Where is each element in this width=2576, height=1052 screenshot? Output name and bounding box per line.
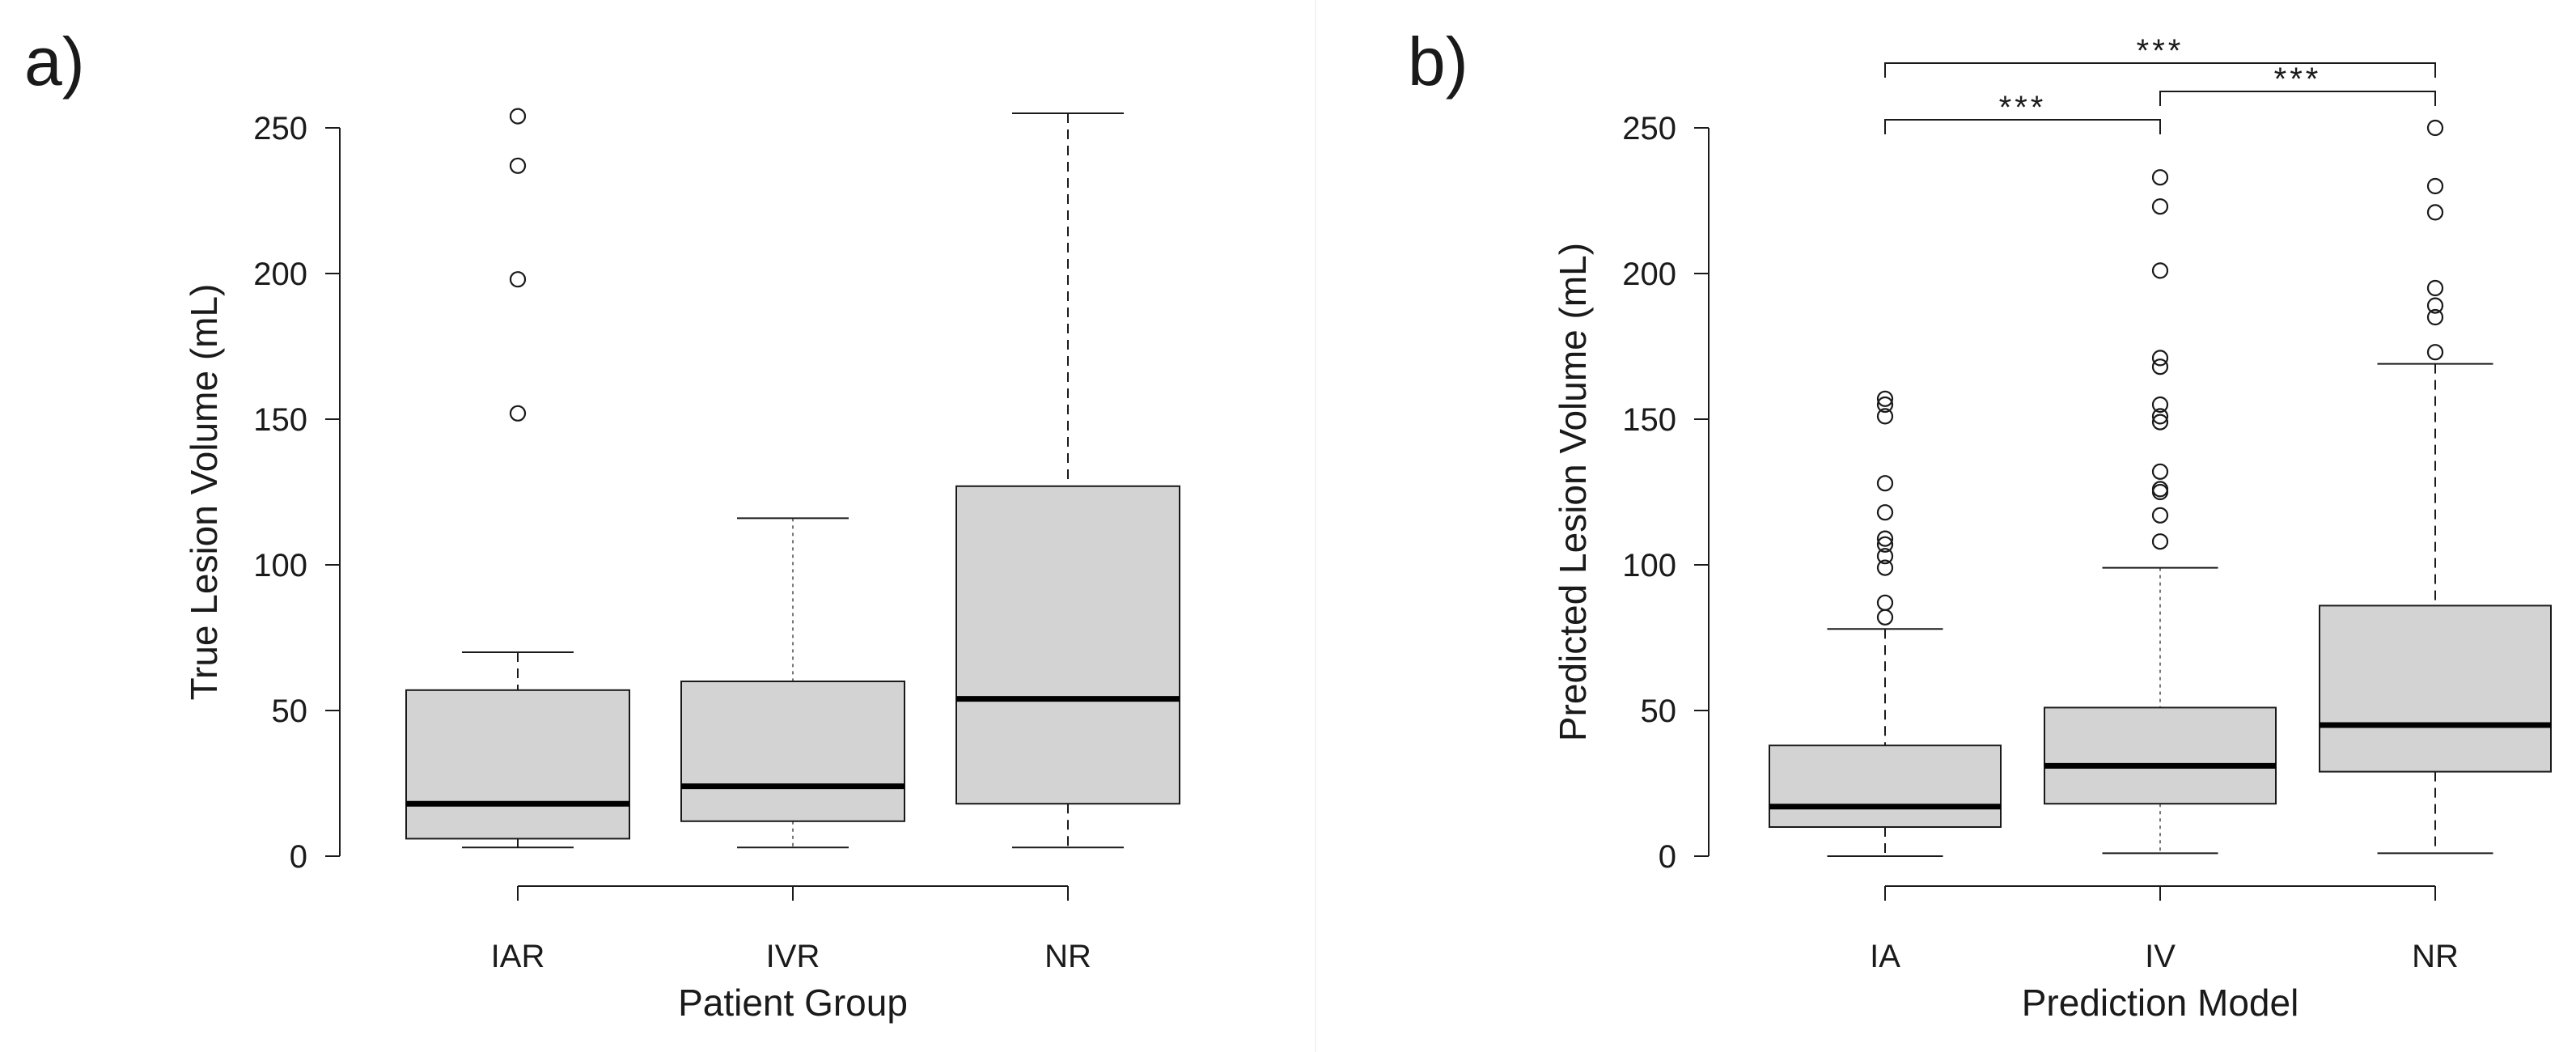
outlier-point xyxy=(509,271,527,288)
significance-label: *** xyxy=(2137,33,2184,69)
y-tick-label: 50 xyxy=(1641,694,1677,729)
y-axis-title: True Lesion Volume (mL) xyxy=(183,284,225,701)
outlier-point xyxy=(2426,308,2444,326)
y-tick-label: 150 xyxy=(1622,402,1676,438)
x-axis-title: Prediction Model xyxy=(2022,982,2299,1024)
outlier-point xyxy=(1876,475,1894,492)
y-tick-label: 200 xyxy=(1622,257,1676,292)
outlier-point xyxy=(1876,559,1894,576)
panel-label: a) xyxy=(24,23,85,100)
y-tick-label: 200 xyxy=(253,257,307,292)
outlier-point xyxy=(2426,119,2444,137)
significance-label: *** xyxy=(2274,62,2322,97)
y-tick-label: 250 xyxy=(253,111,307,146)
outlier-point xyxy=(2151,169,2169,186)
y-tick-label: 150 xyxy=(253,402,307,438)
significance-bracket xyxy=(1884,62,2436,78)
box-iqr xyxy=(405,689,630,840)
outlier-point xyxy=(2426,204,2444,221)
x-tick-label: IAR xyxy=(491,939,545,974)
outlier-point xyxy=(1876,504,1894,521)
panel-b: b) 0 50 100 150 200 250 IA IV NR Prediction Model P… xyxy=(1408,23,2552,1024)
outlier-point xyxy=(2151,358,2169,375)
box-iqr xyxy=(2319,604,2552,773)
box-iqr xyxy=(1769,744,2002,829)
outlier-point xyxy=(2426,344,2444,361)
y-tick-label: 50 xyxy=(272,694,308,729)
outlier-point xyxy=(2151,396,2169,414)
outlier-point xyxy=(2151,507,2169,524)
outlier-point xyxy=(1876,536,1894,553)
outlier-point xyxy=(1876,530,1894,547)
panel-a: a) 0 50 100 150 200 250 IAR IVR NR Patient Group Tr… xyxy=(24,23,1180,1024)
outlier-point xyxy=(509,405,527,422)
outlier-point xyxy=(2426,297,2444,314)
significance-bracket xyxy=(1884,119,2161,134)
outlier-point xyxy=(1876,594,1894,611)
outlier-point xyxy=(2151,463,2169,480)
y-tick-label: 0 xyxy=(1659,839,1676,875)
box-iqr xyxy=(680,681,905,822)
x-tick-label: IV xyxy=(2145,939,2176,974)
outlier-point xyxy=(2151,533,2169,550)
x-tick-label: IVR xyxy=(766,939,820,974)
outlier-point xyxy=(2151,414,2169,431)
x-axis-title: Patient Group xyxy=(678,982,908,1024)
x-tick-label: NR xyxy=(2412,939,2459,974)
outlier-point xyxy=(509,157,527,174)
panel-label: b) xyxy=(1408,23,1468,100)
outlier-point xyxy=(2151,198,2169,215)
outlier-point xyxy=(1876,548,1894,565)
outlier-point xyxy=(2151,262,2169,279)
box-iqr xyxy=(955,485,1180,805)
y-tick-label: 100 xyxy=(253,548,307,583)
outlier-point xyxy=(509,108,527,125)
y-tick-label: 0 xyxy=(290,839,307,875)
y-axis-title: Predicted Lesion Volume (mL) xyxy=(1552,243,1594,741)
x-tick-label: IA xyxy=(1870,939,1900,974)
outlier-point xyxy=(2151,350,2169,367)
outlier-point xyxy=(2151,408,2169,425)
y-tick-label: 100 xyxy=(1622,548,1676,583)
x-tick-label: NR xyxy=(1044,939,1091,974)
outlier-point xyxy=(2151,481,2169,498)
outlier-point xyxy=(1876,390,1894,407)
significance-bracket xyxy=(2159,91,2436,106)
y-tick-label: 250 xyxy=(1622,111,1676,146)
outlier-point xyxy=(2426,177,2444,195)
significance-label: *** xyxy=(1999,90,2047,125)
box-iqr xyxy=(2044,706,2277,805)
outlier-point xyxy=(1876,408,1894,425)
outlier-point xyxy=(2426,279,2444,297)
outlier-point xyxy=(1876,396,1894,414)
